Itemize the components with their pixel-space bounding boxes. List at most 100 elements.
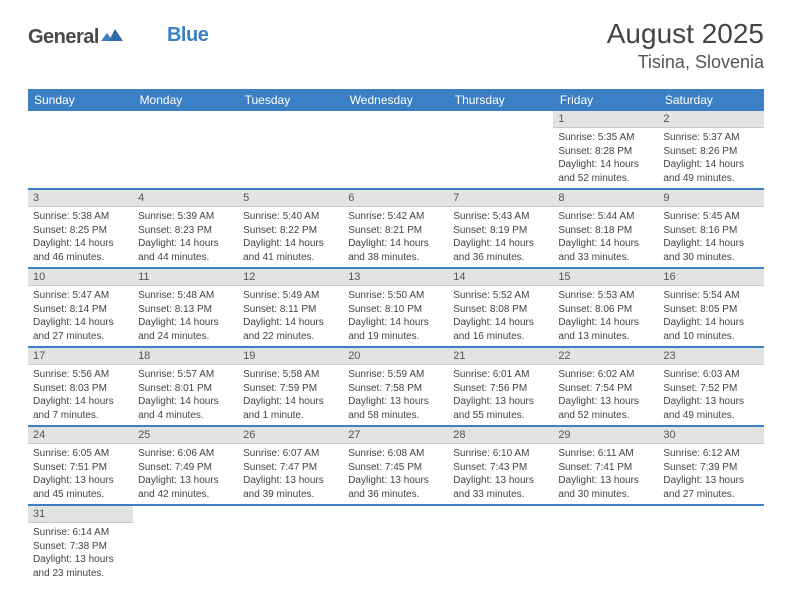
sunrise-text: Sunrise: 5:35 AM [558,131,653,145]
daylight-text: Daylight: 13 hours and 45 minutes. [33,474,128,501]
daylight-text: Daylight: 14 hours and 41 minutes. [243,237,338,264]
sunset-text: Sunset: 8:25 PM [33,224,128,238]
day-data: Sunrise: 5:56 AMSunset: 8:03 PMDaylight:… [28,365,133,425]
daylight-text: Daylight: 14 hours and 33 minutes. [558,237,653,264]
calendar-cell: 22Sunrise: 6:02 AMSunset: 7:54 PMDayligh… [553,347,658,426]
calendar-cell: 21Sunrise: 6:01 AMSunset: 7:56 PMDayligh… [448,347,553,426]
calendar-cell: 14Sunrise: 5:52 AMSunset: 8:08 PMDayligh… [448,268,553,347]
sunrise-text: Sunrise: 5:45 AM [663,210,758,224]
calendar-cell [238,111,343,189]
sunrise-text: Sunrise: 6:11 AM [558,447,653,461]
sunset-text: Sunset: 8:10 PM [348,303,443,317]
sunset-text: Sunset: 8:14 PM [33,303,128,317]
daylight-text: Daylight: 13 hours and 58 minutes. [348,395,443,422]
calendar-cell: 16Sunrise: 5:54 AMSunset: 8:05 PMDayligh… [658,268,763,347]
calendar-row: 3Sunrise: 5:38 AMSunset: 8:25 PMDaylight… [28,189,764,268]
day-number: 7 [448,190,553,207]
sunset-text: Sunset: 7:59 PM [243,382,338,396]
daylight-text: Daylight: 14 hours and 30 minutes. [663,237,758,264]
weekday-header: Thursday [448,89,553,111]
weekday-header: Friday [553,89,658,111]
sunset-text: Sunset: 8:08 PM [453,303,548,317]
daylight-text: Daylight: 14 hours and 22 minutes. [243,316,338,343]
logo-flag-icon [101,27,123,48]
calendar-header-row: SundayMondayTuesdayWednesdayThursdayFrid… [28,89,764,111]
daylight-text: Daylight: 14 hours and 13 minutes. [558,316,653,343]
day-number: 17 [28,348,133,365]
day-number: 12 [238,269,343,286]
calendar-cell: 12Sunrise: 5:49 AMSunset: 8:11 PMDayligh… [238,268,343,347]
day-number: 15 [553,269,658,286]
day-number: 23 [658,348,763,365]
day-data: Sunrise: 5:47 AMSunset: 8:14 PMDaylight:… [28,286,133,346]
daylight-text: Daylight: 14 hours and 46 minutes. [33,237,128,264]
calendar-cell: 4Sunrise: 5:39 AMSunset: 8:23 PMDaylight… [133,189,238,268]
sunrise-text: Sunrise: 6:05 AM [33,447,128,461]
day-data: Sunrise: 5:39 AMSunset: 8:23 PMDaylight:… [133,207,238,267]
sunset-text: Sunset: 8:01 PM [138,382,233,396]
sunset-text: Sunset: 8:11 PM [243,303,338,317]
calendar-cell: 17Sunrise: 5:56 AMSunset: 8:03 PMDayligh… [28,347,133,426]
sunset-text: Sunset: 7:58 PM [348,382,443,396]
day-data: Sunrise: 6:02 AMSunset: 7:54 PMDaylight:… [553,365,658,425]
calendar-table: SundayMondayTuesdayWednesdayThursdayFrid… [28,89,764,583]
daylight-text: Daylight: 14 hours and 19 minutes. [348,316,443,343]
calendar-cell [658,505,763,583]
day-data: Sunrise: 5:53 AMSunset: 8:06 PMDaylight:… [553,286,658,346]
daylight-text: Daylight: 14 hours and 24 minutes. [138,316,233,343]
daylight-text: Daylight: 14 hours and 38 minutes. [348,237,443,264]
calendar-cell [343,505,448,583]
calendar-cell: 8Sunrise: 5:44 AMSunset: 8:18 PMDaylight… [553,189,658,268]
daylight-text: Daylight: 14 hours and 36 minutes. [453,237,548,264]
sunset-text: Sunset: 7:39 PM [663,461,758,475]
sunset-text: Sunset: 8:13 PM [138,303,233,317]
day-data: Sunrise: 5:40 AMSunset: 8:22 PMDaylight:… [238,207,343,267]
sunrise-text: Sunrise: 5:40 AM [243,210,338,224]
day-number: 29 [553,427,658,444]
day-number: 28 [448,427,553,444]
daylight-text: Daylight: 13 hours and 30 minutes. [558,474,653,501]
calendar-cell: 30Sunrise: 6:12 AMSunset: 7:39 PMDayligh… [658,426,763,505]
weekday-header: Monday [133,89,238,111]
logo: General Blue [28,18,208,49]
day-data: Sunrise: 6:08 AMSunset: 7:45 PMDaylight:… [343,444,448,504]
day-data: Sunrise: 5:48 AMSunset: 8:13 PMDaylight:… [133,286,238,346]
sunset-text: Sunset: 8:26 PM [663,145,758,159]
sunrise-text: Sunrise: 5:50 AM [348,289,443,303]
sunrise-text: Sunrise: 5:52 AM [453,289,548,303]
calendar-row: 24Sunrise: 6:05 AMSunset: 7:51 PMDayligh… [28,426,764,505]
weekday-header: Wednesday [343,89,448,111]
daylight-text: Daylight: 14 hours and 52 minutes. [558,158,653,185]
day-data: Sunrise: 5:37 AMSunset: 8:26 PMDaylight:… [658,128,763,188]
sunset-text: Sunset: 7:52 PM [663,382,758,396]
day-data: Sunrise: 5:35 AMSunset: 8:28 PMDaylight:… [553,128,658,188]
daylight-text: Daylight: 13 hours and 27 minutes. [663,474,758,501]
sunrise-text: Sunrise: 6:10 AM [453,447,548,461]
day-data: Sunrise: 5:42 AMSunset: 8:21 PMDaylight:… [343,207,448,267]
weekday-header: Sunday [28,89,133,111]
sunrise-text: Sunrise: 5:48 AM [138,289,233,303]
sunset-text: Sunset: 7:49 PM [138,461,233,475]
daylight-text: Daylight: 14 hours and 27 minutes. [33,316,128,343]
calendar-cell: 27Sunrise: 6:08 AMSunset: 7:45 PMDayligh… [343,426,448,505]
calendar-row: 17Sunrise: 5:56 AMSunset: 8:03 PMDayligh… [28,347,764,426]
daylight-text: Daylight: 14 hours and 49 minutes. [663,158,758,185]
day-data: Sunrise: 6:05 AMSunset: 7:51 PMDaylight:… [28,444,133,504]
day-data: Sunrise: 5:49 AMSunset: 8:11 PMDaylight:… [238,286,343,346]
sunrise-text: Sunrise: 6:03 AM [663,368,758,382]
calendar-cell: 7Sunrise: 5:43 AMSunset: 8:19 PMDaylight… [448,189,553,268]
sunset-text: Sunset: 7:51 PM [33,461,128,475]
daylight-text: Daylight: 13 hours and 39 minutes. [243,474,338,501]
calendar-cell: 6Sunrise: 5:42 AMSunset: 8:21 PMDaylight… [343,189,448,268]
calendar-cell: 23Sunrise: 6:03 AMSunset: 7:52 PMDayligh… [658,347,763,426]
sunrise-text: Sunrise: 6:08 AM [348,447,443,461]
sunrise-text: Sunrise: 5:57 AM [138,368,233,382]
sunrise-text: Sunrise: 5:59 AM [348,368,443,382]
day-data: Sunrise: 6:01 AMSunset: 7:56 PMDaylight:… [448,365,553,425]
day-number: 2 [658,111,763,128]
day-number: 11 [133,269,238,286]
sunset-text: Sunset: 7:56 PM [453,382,548,396]
sunrise-text: Sunrise: 5:53 AM [558,289,653,303]
calendar-cell: 26Sunrise: 6:07 AMSunset: 7:47 PMDayligh… [238,426,343,505]
day-number: 16 [658,269,763,286]
